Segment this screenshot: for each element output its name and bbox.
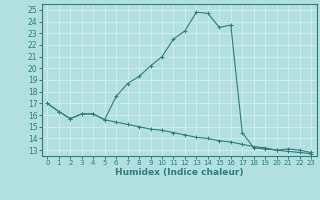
X-axis label: Humidex (Indice chaleur): Humidex (Indice chaleur)	[115, 168, 244, 177]
